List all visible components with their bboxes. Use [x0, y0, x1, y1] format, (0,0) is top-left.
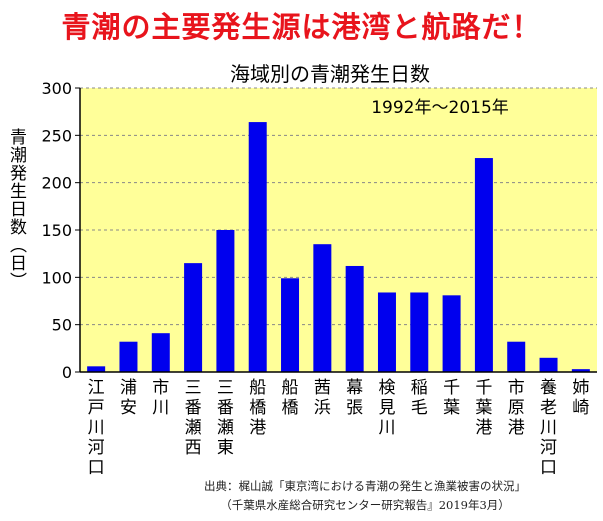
bar [410, 292, 429, 372]
bar [474, 158, 493, 372]
bar [87, 366, 106, 372]
bar [345, 265, 364, 372]
x-tick-label: 千葉 [443, 378, 460, 418]
bar [571, 369, 590, 372]
x-tick-label: 千葉港 [475, 378, 492, 438]
y-tick-label: 300 [41, 79, 72, 98]
x-tick-label: 養老川河口 [540, 378, 557, 478]
bar [313, 244, 332, 372]
y-tick-label: 150 [41, 221, 72, 240]
bar [216, 230, 235, 372]
bar [248, 122, 267, 372]
bar [442, 295, 461, 372]
x-tick-labels: 江戸川河口浦安市川三番瀬西三番瀬東船橋港船橋茜浜幕張検見川稲毛千葉千葉港市原港養… [88, 378, 590, 478]
x-tick-label: 三番瀬西 [185, 378, 202, 458]
bars [87, 122, 590, 372]
x-tick-label: 稲毛 [411, 378, 428, 418]
x-tick-label: 浦安 [120, 378, 137, 418]
x-tick-label: 船橋港 [249, 378, 266, 438]
x-tick-label: 幕張 [346, 378, 363, 418]
bar [281, 278, 300, 372]
y-tick-label: 50 [52, 316, 72, 335]
bar [377, 292, 396, 372]
bar [119, 341, 138, 372]
x-tick-label: 市原港 [508, 378, 525, 438]
x-tick-label: 姉崎 [572, 378, 589, 418]
bar [507, 341, 526, 372]
x-tick-label: 検見川 [378, 378, 395, 438]
source-report: （千葉県水産総合研究センター研究報告』2019年3月） [220, 498, 510, 512]
x-tick-label: 江戸川河口 [88, 378, 105, 478]
y-axis-label: 青潮発生日数（日） [6, 128, 26, 290]
x-tick-label: 茜浜 [314, 378, 331, 418]
x-tick-label: 船橋 [282, 378, 299, 418]
axes [75, 87, 597, 373]
x-tick-label: 三番瀬東 [217, 378, 234, 458]
bar [539, 357, 558, 372]
grid-lines [80, 87, 597, 326]
period-annotation: 1992年～2015年 [371, 98, 509, 118]
y-tick-label: 100 [41, 268, 72, 287]
x-tick-label: 市川 [152, 378, 169, 418]
chart-title: 海域別の青潮発生日数 [230, 62, 430, 86]
headline: 青潮の主要発生源は港湾と航路だ！ [61, 10, 542, 44]
bar [184, 263, 203, 372]
source-citation: 出典：梶山誠「東京湾における青潮の発生と漁業被害の状況」 [204, 479, 526, 493]
y-tick-label: 200 [41, 174, 72, 193]
bar [151, 333, 170, 372]
y-tick-labels: 0 50 100 150 200 250 300 [41, 79, 72, 382]
y-tick-label: 250 [41, 126, 72, 145]
y-tick-label: 0 [62, 363, 72, 382]
